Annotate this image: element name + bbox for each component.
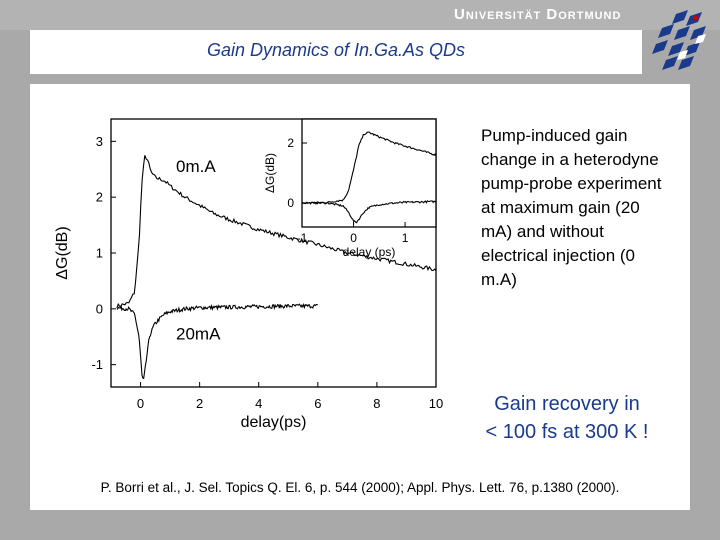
inset-x-axis-label: delay (ps) [343,245,396,259]
main-x-tick-label: 8 [373,396,380,411]
main-x-axis-label: delay(ps) [241,414,307,431]
main-series-line-1 [116,155,437,309]
slide-title: Gain Dynamics of In.Ga.As QDs [206,40,466,60]
main-x-tick-label: 6 [314,396,321,411]
main-y-tick-label: 2 [96,190,103,205]
gain-recovery-line2: < 100 fs at 300 K ! [485,421,649,443]
inset-plot-frame [301,118,437,228]
main-y-tick-label: 1 [96,246,103,261]
main-y-tick-label: -1 [91,357,103,372]
main-y-tick-label: 0 [96,301,103,316]
university-name: Universität Dortmund [454,6,622,23]
inset-series-line-2 [301,200,437,224]
reference-citation: P. Borri et al., J. Sel. Topics Q. El. 6… [100,480,620,495]
university-logo-icon [652,10,706,70]
series-label-20mA: 20mA [176,325,221,344]
main-x-tick-label: 10 [429,396,443,411]
inset-x-tick-label: 1 [402,231,409,245]
inset-y-tick-label: 0 [287,196,294,210]
main-series-line-2 [116,302,318,380]
inset-x-tick-label: 0 [350,231,357,245]
main-y-tick-label: 3 [96,134,103,149]
inset-y-axis-label: ΔG(dB) [263,153,277,193]
gain-recovery-note: Gain recovery in < 100 fs at 300 K ! [462,390,672,446]
title-bar: Gain Dynamics of In.Ga.As QDs [30,30,642,74]
inset-y-tick-label: 2 [287,136,294,150]
gain-recovery-line1: Gain recovery in [494,393,640,415]
main-x-tick-label: 4 [255,396,262,411]
main-x-tick-label: 0 [137,396,144,411]
inset-x-tick-label: -1 [297,231,308,245]
experiment-caption: Pump-induced gain change in a heterodyne… [481,126,662,289]
main-y-axis-label: ΔG(dB) [54,226,71,279]
series-label-0mA: 0m.A [176,157,216,176]
top-bar: Universität Dortmund [0,0,720,30]
main-x-tick-label: 2 [196,396,203,411]
